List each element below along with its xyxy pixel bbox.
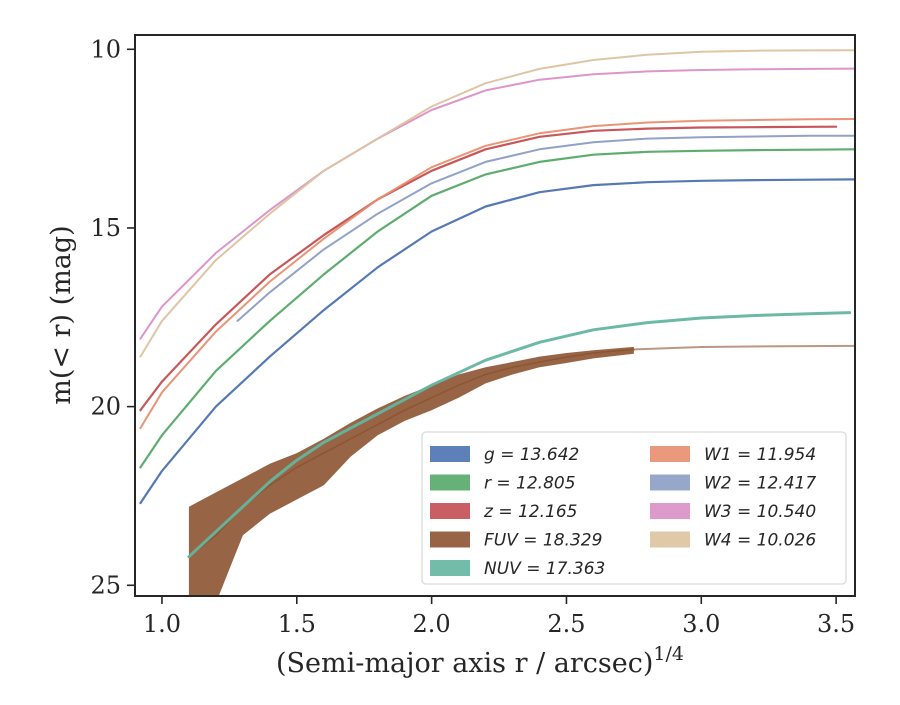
series-layer bbox=[139, 49, 855, 596]
y-axis-label: m(< r) (mag) bbox=[46, 225, 77, 404]
legend-swatch-fuv bbox=[430, 531, 470, 548]
legend-swatch-nuv bbox=[430, 560, 470, 576]
legend-label-w4: W4 = 10.026 bbox=[704, 531, 816, 551]
series-tail-fuv bbox=[633, 344, 855, 351]
series-line-nuv bbox=[187, 311, 852, 559]
x-tick-label: 3.5 bbox=[817, 610, 855, 638]
series-line-z bbox=[139, 125, 838, 412]
tick-layer: 1.0 1.5 2.0 2.5 3.0 3.5 10 15 20 25 bbox=[90, 35, 855, 638]
series-line-fuv bbox=[188, 348, 635, 558]
legend-swatch-z bbox=[430, 503, 470, 519]
y-tick-label: 10 bbox=[90, 35, 121, 63]
legend-label-nuv: NUV = 17.363 bbox=[484, 559, 605, 579]
series-line-w3 bbox=[139, 67, 855, 340]
x-tick-label: 3.0 bbox=[682, 610, 720, 638]
x-axis-label-power: 1/4 bbox=[653, 643, 684, 665]
y-tick-label: 20 bbox=[90, 393, 121, 421]
series-line-w1 bbox=[139, 118, 855, 430]
x-tick-label: 2.0 bbox=[413, 610, 451, 638]
legend-swatch-w2 bbox=[650, 474, 690, 491]
x-axis-label: (Semi-major axis r / arcsec)1/4 bbox=[276, 643, 684, 679]
x-tick-label: 1.5 bbox=[278, 610, 316, 638]
x-tick-label: 1.0 bbox=[143, 610, 181, 638]
series-line-g bbox=[139, 178, 855, 505]
legend: g = 13.642 r = 12.805 z = 12.165 FUV = 18.3… bbox=[421, 431, 847, 585]
y-tick-label: 15 bbox=[90, 214, 121, 242]
legend-swatch-g bbox=[430, 446, 470, 462]
legend-swatch-w3 bbox=[650, 503, 690, 519]
x-tick-label: 2.5 bbox=[547, 610, 585, 638]
legend-swatch-w1 bbox=[650, 446, 690, 462]
legend-box bbox=[421, 431, 847, 585]
legend-label-g: g = 13.642 bbox=[484, 445, 579, 465]
series-line-w2 bbox=[236, 134, 855, 322]
legend-label-w1: W1 = 11.954 bbox=[704, 445, 816, 465]
y-tick-label: 25 bbox=[90, 571, 121, 599]
series-line-r bbox=[139, 148, 855, 469]
legend-label-z: z = 12.165 bbox=[483, 502, 577, 522]
legend-label-w2: W2 = 12.417 bbox=[704, 474, 816, 494]
legend-swatch-w4 bbox=[650, 531, 690, 548]
legend-label-fuv: FUV = 18.329 bbox=[484, 531, 602, 551]
series-line-w4 bbox=[139, 49, 855, 358]
plot-frame bbox=[134, 34, 856, 597]
legend-label-r: r = 12.805 bbox=[484, 474, 576, 494]
x-axis-label-text: (Semi-major axis r / arcsec) bbox=[276, 648, 653, 679]
legend-label-w3: W3 = 10.540 bbox=[704, 502, 816, 522]
legend-swatch-r bbox=[430, 474, 470, 491]
